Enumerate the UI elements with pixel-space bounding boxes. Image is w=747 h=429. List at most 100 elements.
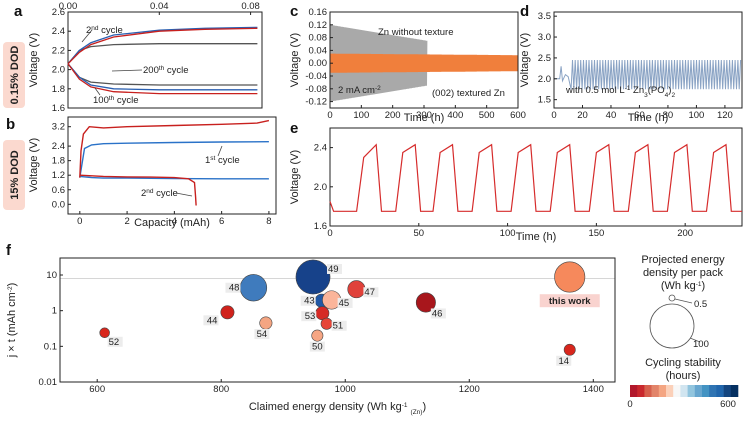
color-legend-swatch bbox=[651, 385, 660, 397]
panel-b-xtick-label: 2 bbox=[124, 216, 129, 227]
panel-c-annot-textured: (002) textured Zn bbox=[432, 88, 505, 99]
bubble-point bbox=[415, 292, 436, 313]
panel-d-ytick-label: 2.5 bbox=[538, 53, 551, 64]
panel-c-xtick-label: 0 bbox=[327, 110, 332, 121]
bubble-label-bg bbox=[225, 282, 241, 293]
panel-b-series-line bbox=[79, 174, 197, 206]
panel-a-dod-badge-text: 0.15% DOD bbox=[9, 46, 21, 105]
color-legend-swatch bbox=[658, 385, 667, 397]
panel-e-xtick-label: 0 bbox=[327, 228, 332, 239]
bubble-label: 14 bbox=[558, 356, 569, 367]
bubble-label-bg bbox=[327, 263, 343, 274]
panel-b-xtick-label: 4 bbox=[172, 216, 177, 227]
panel-b-arrow bbox=[217, 145, 223, 157]
bubble-label: 45 bbox=[339, 298, 350, 309]
panel-f-ytick-label: 0.01 bbox=[39, 377, 58, 388]
bubble-label: 48 bbox=[229, 283, 240, 294]
panel-a-ylabel: Voltage (V) bbox=[28, 33, 40, 87]
panel-e-xtick-label: 200 bbox=[677, 228, 693, 239]
bubble-label-bg bbox=[309, 341, 325, 352]
panel-d-xtick-label: 0 bbox=[551, 110, 556, 121]
size-legend-title: Projected energy bbox=[641, 254, 725, 266]
color-legend-swatch bbox=[709, 385, 717, 397]
bubble-point bbox=[347, 280, 366, 299]
panel-d-frame bbox=[553, 11, 743, 109]
color-legend-swatch bbox=[630, 385, 638, 397]
panel-f-ytick-label: 1 bbox=[52, 306, 57, 317]
panel-a-series-line bbox=[67, 63, 258, 95]
panel-a-xtick-label: 0.08 bbox=[241, 1, 260, 12]
panel-a-ytick-label: 2.0 bbox=[52, 65, 65, 76]
panel-b-ytick-label: 2.4 bbox=[52, 141, 65, 152]
bubble-label: 43 bbox=[304, 296, 315, 307]
panel-c-ytick-label: -0.12 bbox=[305, 97, 327, 108]
panel-d-ytick-label: 2.0 bbox=[538, 74, 551, 85]
panel-c-xtick-label: 200 bbox=[385, 110, 401, 121]
bubble-label: 49 bbox=[328, 264, 339, 275]
size-legend-title: density per pack bbox=[643, 267, 724, 279]
panel-e-xtick-label: 150 bbox=[588, 228, 604, 239]
size-legend-large-label: 100 bbox=[693, 339, 709, 350]
panel-a-dod-badge-bg bbox=[3, 42, 25, 108]
bubble-label: 44 bbox=[207, 315, 218, 326]
panel-a-label: a bbox=[14, 3, 23, 20]
panel-a-series-line bbox=[67, 26, 258, 65]
size-legend-leader bbox=[674, 298, 693, 304]
bubble-point bbox=[320, 317, 333, 330]
panel-f-xtick-label: 1400 bbox=[583, 384, 604, 395]
panel-c-series-untextured bbox=[330, 24, 428, 102]
panel-b-xtick-label: 8 bbox=[266, 216, 271, 227]
bubble-label-bg bbox=[363, 287, 379, 298]
panel-c-ytick-label: 0.00 bbox=[309, 58, 328, 69]
bubble-point bbox=[259, 316, 273, 330]
color-legend-max: 600 bbox=[720, 399, 736, 410]
panel-a-annot-100th: 100th cycle bbox=[93, 95, 139, 107]
bubble-label: 54 bbox=[257, 329, 268, 340]
panel-f-xtick-label: 600 bbox=[89, 384, 105, 395]
panel-d-xtick-label: 100 bbox=[688, 110, 704, 121]
panel-b-ytick-label: 0.6 bbox=[52, 185, 65, 196]
panel-d-ytick-label: 3.5 bbox=[538, 11, 551, 22]
color-legend-swatch bbox=[666, 385, 674, 397]
panel-a-ytick-label: 2.6 bbox=[52, 7, 65, 18]
bubble-point bbox=[295, 259, 331, 295]
panel-d-annot-additive: with 0.5 mol L-1 Zn3(PO4)2 bbox=[565, 85, 675, 99]
bubble-label-bg bbox=[301, 311, 317, 322]
panel-e-frame bbox=[329, 127, 743, 227]
panel-d-ytick-label: 1.5 bbox=[538, 95, 551, 106]
panel-c-ytick-label: 0.08 bbox=[309, 33, 328, 44]
panel-d-xtick-label: 120 bbox=[717, 110, 733, 121]
panel-c-ytick-label: -0.04 bbox=[305, 71, 327, 82]
color-legend-title: (hours) bbox=[666, 370, 701, 382]
panel-a-arrow bbox=[81, 29, 93, 43]
panel-d-series-line bbox=[554, 59, 742, 90]
panel-a-annot-200th: 200th cycle bbox=[143, 65, 189, 77]
color-legend-min: 0 bbox=[627, 399, 632, 410]
panel-c-ytick-label: -0.08 bbox=[305, 84, 327, 95]
color-legend-swatch bbox=[680, 385, 688, 397]
color-legend-swatch bbox=[716, 385, 724, 397]
panel-d-plot-area bbox=[554, 59, 742, 90]
panel-b-series-line bbox=[79, 119, 270, 178]
panel-a-arrow bbox=[111, 69, 143, 72]
bubble-label-bg bbox=[254, 329, 270, 340]
color-legend-swatch bbox=[637, 385, 645, 397]
panel-f-xtick-label: 800 bbox=[213, 384, 229, 395]
panel-e-ytick-label: 2.4 bbox=[314, 143, 327, 154]
color-legend-swatch bbox=[723, 385, 732, 397]
panel-a-ytick-label: 2.4 bbox=[52, 26, 65, 37]
color-legend-title: Cycling stability bbox=[645, 357, 721, 369]
panel-e-series-line bbox=[329, 143, 742, 212]
panel-f-frame bbox=[59, 257, 616, 383]
panel-c-annot-current: 2 mA cm-2 bbox=[338, 85, 381, 97]
panel-c-annot-untextured: Zn without texture bbox=[378, 27, 454, 38]
this-work-label-bg bbox=[539, 294, 600, 308]
size-legend-leader bbox=[689, 337, 701, 343]
panel-a-ytick-label: 1.6 bbox=[52, 103, 65, 114]
size-legend-title: (Wh kg-1) bbox=[661, 280, 705, 292]
panel-e-ytick-label: 1.6 bbox=[314, 221, 327, 232]
bubble-point bbox=[311, 329, 324, 342]
panel-b-xlabel: Capacity (mAh) bbox=[134, 217, 210, 229]
bubble-label: 53 bbox=[305, 311, 316, 322]
bubble-label-bg bbox=[556, 355, 572, 366]
